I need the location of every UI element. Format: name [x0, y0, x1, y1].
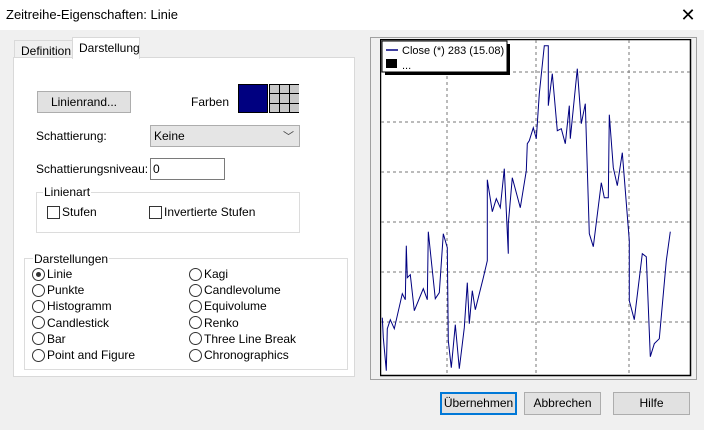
checkbox-label: Invertierte Stufen [164, 205, 256, 219]
chevron-down-icon: ﹀ [283, 131, 294, 143]
radio-label: Chronographics [204, 348, 289, 362]
radio-circle[interactable] [189, 283, 202, 297]
schattierung-select[interactable]: Keine ﹀ [150, 125, 300, 147]
checkbox-box[interactable] [47, 205, 60, 219]
radio-label: Candlestick [47, 315, 110, 330]
linienart-group [36, 192, 300, 233]
radio-circle[interactable] [32, 267, 45, 281]
radio-circle[interactable] [32, 332, 45, 346]
radio-label: Point and Figure [47, 348, 136, 362]
radio-circle[interactable] [32, 348, 45, 362]
color-palette-button[interactable] [269, 84, 299, 113]
checkbox-box[interactable] [149, 205, 162, 219]
legend-label: Close (*) 283 (15.08) [402, 45, 504, 57]
schattierung-label: Schattierung: [36, 129, 107, 143]
radio-label: Linie [47, 267, 73, 281]
radio-histogramm[interactable]: Histogramm [32, 298, 112, 314]
preview-chart: Close (*) 283 (15.08)... [380, 39, 692, 377]
radio-label: Renko [204, 315, 239, 330]
invertierte-stufen-checkbox[interactable]: Invertierte Stufen [149, 204, 255, 220]
stufen-checkbox[interactable]: Stufen [47, 204, 97, 220]
cancel-button[interactable]: Abbrechen [524, 392, 601, 415]
radio-chronographics[interactable]: Chronographics [189, 347, 289, 363]
radio-circle[interactable] [32, 283, 45, 297]
schattierung-value: Keine [154, 129, 185, 143]
radio-label: Punkte [47, 283, 85, 298]
radio-circle[interactable] [189, 332, 202, 346]
checkbox-label: Stufen [62, 205, 97, 219]
radio-bar[interactable]: Bar [32, 331, 66, 347]
radio-equivolume[interactable]: Equivolume [189, 298, 267, 314]
radio-label: Equivolume [204, 299, 267, 314]
tab-darstellung[interactable]: Darstellung [72, 37, 140, 59]
radio-candlevolume[interactable]: Candlevolume [189, 282, 281, 298]
radio-label: Three Line Break [204, 331, 297, 346]
radio-label: Bar [47, 331, 66, 346]
radio-circle[interactable] [189, 299, 202, 313]
radio-label: Histogramm [47, 299, 112, 314]
legend-box [381, 40, 508, 73]
radio-circle[interactable] [32, 299, 45, 313]
linienrand-button[interactable]: Linienrand... [37, 91, 131, 113]
series-line-close [381, 45, 671, 371]
radio-point-and-figure[interactable]: Point and Figure [32, 347, 135, 363]
close-icon[interactable]: ✕ [680, 5, 696, 25]
radio-circle[interactable] [189, 316, 202, 330]
linienart-label: Linienart [43, 185, 92, 199]
selected-color-swatch[interactable] [238, 84, 268, 113]
legend-label: ... [402, 60, 411, 72]
radio-linie[interactable]: Linie [32, 266, 72, 282]
radio-kagi[interactable]: Kagi [189, 266, 228, 282]
radio-circle[interactable] [189, 348, 202, 362]
title-bar [0, 0, 704, 30]
radio-three-line-break[interactable]: Three Line Break [189, 331, 296, 347]
radio-renko[interactable]: Renko [189, 315, 239, 331]
darstellungen-label: Darstellungen [33, 252, 110, 266]
schattierungsniveau-input[interactable]: 0 [150, 158, 225, 180]
radio-candlestick[interactable]: Candlestick [32, 315, 109, 331]
apply-button[interactable]: Übernehmen [440, 392, 517, 415]
farben-label: Farben [191, 95, 230, 109]
radio-label: Kagi [204, 267, 229, 281]
darstellungen-group [24, 258, 348, 370]
radio-circle[interactable] [189, 267, 202, 281]
radio-circle[interactable] [32, 316, 45, 330]
legend-color-swatch [386, 59, 397, 68]
schattierungsniveau-label: Schattierungsniveau: [36, 162, 149, 176]
window-title: Zeitreihe-Eigenschaften: Linie [6, 7, 178, 22]
radio-punkte[interactable]: Punkte [32, 282, 84, 298]
radio-label: Candlevolume [204, 283, 281, 298]
help-button[interactable]: Hilfe [613, 392, 690, 415]
